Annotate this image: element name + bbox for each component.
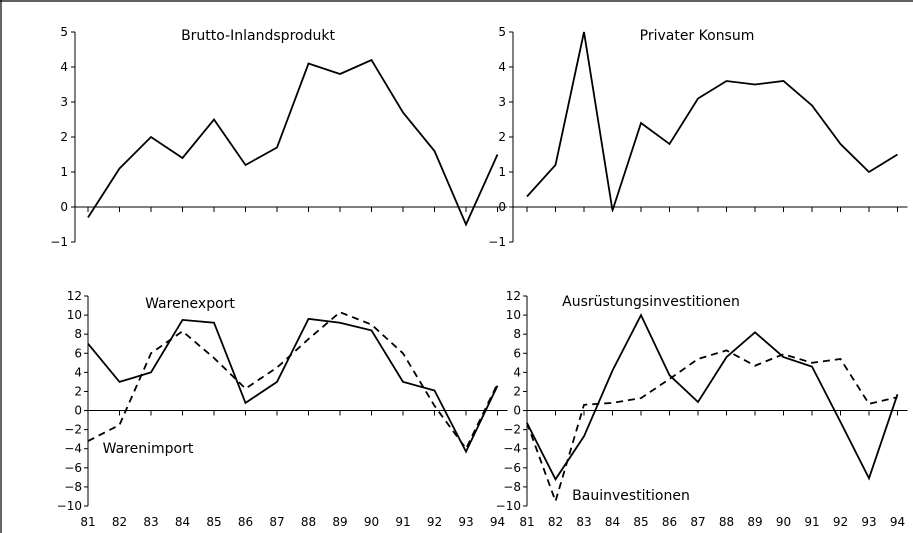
x-tick-label: 82 <box>112 515 127 529</box>
x-tick-label: 89 <box>747 515 762 529</box>
y-tick-label: 3 <box>498 95 506 109</box>
x-tick-label: 87 <box>269 515 284 529</box>
y-tick-label: 8 <box>513 327 521 341</box>
y-tick-label: 3 <box>60 95 68 109</box>
x-tick-label: 84 <box>175 515 190 529</box>
series-label-ausruestungsinvestitionen: Ausrüstungsinvestitionen <box>562 294 740 310</box>
x-tick-label: 86 <box>662 515 677 529</box>
x-tick-label: 91 <box>804 515 819 529</box>
y-tick-label: −6 <box>64 461 82 475</box>
x-tick-label: 83 <box>143 515 158 529</box>
x-tick-label: 86 <box>238 515 253 529</box>
x-tick-label: 81 <box>519 515 534 529</box>
x-tick-label: 85 <box>633 515 648 529</box>
x-tick-label: 89 <box>332 515 347 529</box>
y-tick-label: −2 <box>503 423 521 437</box>
series-label-warenexport: Warenexport <box>145 296 235 312</box>
y-tick-label: 10 <box>506 308 521 322</box>
y-tick-label: 0 <box>74 404 82 418</box>
y-tick-label: −6 <box>503 461 521 475</box>
y-tick-label: 6 <box>513 346 521 360</box>
y-tick-label: −8 <box>503 480 521 494</box>
series-line-main <box>526 31 898 211</box>
y-tick-label: 2 <box>60 130 68 144</box>
x-tick-label: 94 <box>490 515 505 529</box>
y-tick-label: −8 <box>64 480 82 494</box>
chart-title: Privater Konsum <box>640 28 755 44</box>
y-tick-label: 1 <box>498 165 506 179</box>
x-tick-label: 87 <box>690 515 705 529</box>
y-tick-label: −4 <box>503 442 521 456</box>
y-tick-label: −10 <box>496 499 521 513</box>
y-tick-label: 4 <box>74 365 82 379</box>
x-tick-label: 91 <box>395 515 410 529</box>
series-label-bauinvestitionen: Bauinvestitionen <box>572 488 690 504</box>
series-label-warenimport: Warenimport <box>103 441 194 457</box>
x-tick-label: 90 <box>776 515 791 529</box>
series-line-ausr-stungsinvestitionen <box>526 313 899 482</box>
x-tick-label: 92 <box>427 515 442 529</box>
y-tick-label: 2 <box>498 130 506 144</box>
y-tick-label: −10 <box>57 499 82 513</box>
y-tick-label: 0 <box>498 200 506 214</box>
y-tick-label: −4 <box>64 442 82 456</box>
x-tick-label: 82 <box>548 515 563 529</box>
y-tick-label: 4 <box>498 60 506 74</box>
y-tick-label: 0 <box>513 404 521 418</box>
series-line-bauinvestitionen <box>526 349 898 505</box>
y-tick-label: 0 <box>60 200 68 214</box>
x-tick-label: 84 <box>605 515 620 529</box>
series-line-warenexport <box>87 317 499 454</box>
x-tick-label: 94 <box>890 515 905 529</box>
series-line-warenimport <box>87 311 499 451</box>
chart-privater-konsum: Privater Konsum −1 0 1 2 3 4 5 <box>488 25 908 249</box>
y-tick-label: 1 <box>60 165 68 179</box>
chart-warenexport-warenimport: Warenexport Warenimport −10 −8 −6 −4 −2 0 2 4 6 8… <box>57 289 508 529</box>
y-tick-label: 12 <box>67 289 82 303</box>
x-tick-label: 83 <box>576 515 591 529</box>
chart-title: Brutto-Inlandsprodukt <box>181 28 335 44</box>
y-tick-label: 8 <box>74 327 82 341</box>
y-tick-label: 4 <box>513 365 521 379</box>
y-tick-label: 2 <box>513 384 521 398</box>
y-tick-label: 10 <box>67 308 82 322</box>
y-tick-label: 4 <box>60 60 68 74</box>
x-tick-label: 90 <box>364 515 379 529</box>
x-tick-label: 88 <box>301 515 316 529</box>
y-tick-label: 6 <box>74 346 82 360</box>
y-tick-label: 5 <box>498 25 506 39</box>
x-tick-label: 85 <box>206 515 221 529</box>
x-tick-label: 81 <box>80 515 95 529</box>
y-tick-label: 12 <box>506 289 521 303</box>
series-line-main <box>87 58 499 227</box>
y-tick-label: 5 <box>60 25 68 39</box>
chart-brutto-inlandsprodukt: Brutto-Inlandsprodukt −1 0 1 2 3 4 5 <box>50 25 508 249</box>
y-tick-label: −1 <box>488 235 506 249</box>
x-tick-label: 92 <box>833 515 848 529</box>
y-tick-label: 2 <box>74 384 82 398</box>
y-tick-label: −1 <box>50 235 68 249</box>
y-tick-label: −2 <box>64 423 82 437</box>
x-tick-label: 93 <box>861 515 876 529</box>
chart-ausruestungs-bauinvestitionen: Ausrüstungsinvestitionen Bauinvestitione… <box>496 289 908 529</box>
x-tick-label: 93 <box>458 515 473 529</box>
x-tick-label: 88 <box>719 515 734 529</box>
